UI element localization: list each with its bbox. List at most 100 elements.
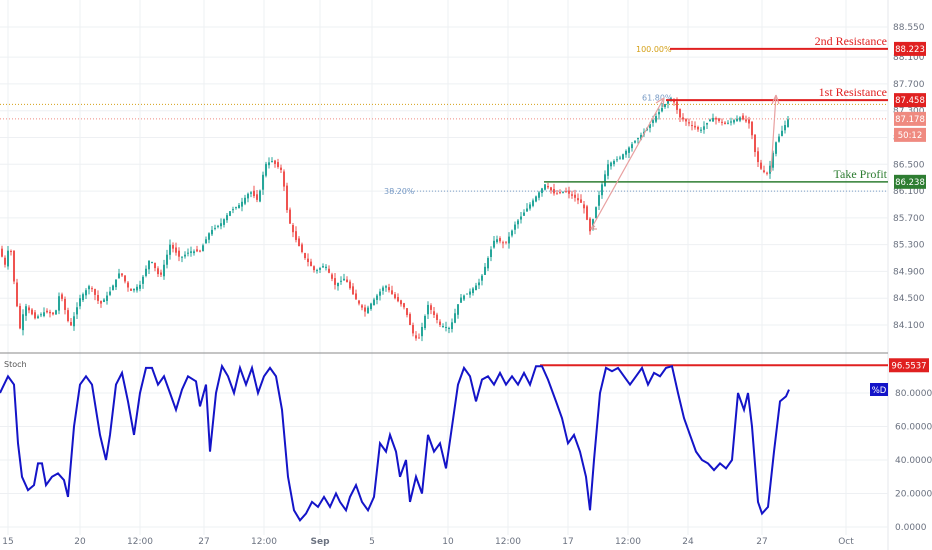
price-tag[interactable] (894, 111, 926, 126)
price-series (1, 96, 789, 342)
candle-body (232, 209, 234, 211)
candle-body (568, 190, 570, 194)
candle-body (154, 262, 156, 269)
take-profit-label: Take Profit (834, 167, 888, 181)
candle-body (724, 122, 726, 125)
candle-body (55, 310, 57, 315)
candle-body (742, 115, 744, 120)
candle-body (112, 285, 114, 291)
candle-body (442, 326, 444, 328)
candle-body (532, 200, 534, 206)
price-tick-label: 87.300 (893, 107, 925, 117)
candle-body (127, 282, 129, 288)
stoch-level-label: 96.5537 (891, 361, 926, 371)
candle-body (514, 224, 516, 230)
price-tag-label: 88.223 (895, 45, 925, 55)
price-tag-label: 50:12 (898, 131, 923, 141)
candle-body (109, 291, 111, 295)
candle-body (784, 125, 786, 131)
stoch-level-tag[interactable] (889, 358, 929, 373)
candle-body (43, 312, 45, 316)
candle-body (658, 112, 660, 115)
candle-body (586, 206, 588, 220)
candle-body (58, 296, 60, 311)
candle-body (445, 327, 447, 329)
candle-body (319, 268, 321, 270)
candle-body (277, 162, 279, 167)
time-tick-label: 12:00 (127, 537, 153, 547)
time-tick-label: 15 (2, 537, 13, 547)
candle-body (517, 220, 519, 225)
candle-body (349, 281, 351, 289)
candle-body (193, 251, 195, 254)
candle-body (547, 185, 549, 188)
candle-body (478, 282, 480, 286)
candle-body (571, 194, 573, 196)
stoch-legend-label: %D (872, 386, 887, 396)
price-tag[interactable] (894, 127, 926, 142)
price-tag[interactable] (894, 174, 926, 189)
candle-body (538, 192, 540, 198)
candle-body (76, 307, 78, 315)
candle-body (64, 298, 66, 310)
candle-body (583, 204, 585, 209)
candle-body (649, 124, 651, 129)
candle-body (178, 250, 180, 257)
candle-body (769, 165, 771, 174)
price-axis-panel (888, 0, 932, 550)
stoch-axis-ticks: 80.0000 60.0000 40.0000 20.0000 0.0000 (895, 389, 932, 533)
candle-body (511, 230, 513, 236)
candle-body (439, 321, 441, 325)
candle-body (313, 266, 315, 271)
candle-body (79, 298, 81, 307)
price-tag-label: 86.238 (895, 178, 925, 188)
candle-body (148, 260, 150, 270)
candle-body (403, 303, 405, 308)
price-tag[interactable] (894, 93, 926, 108)
candle-body (367, 307, 369, 314)
candle-body (682, 117, 684, 120)
candle-body (214, 227, 216, 229)
price-tick-label: 88.100 (893, 53, 925, 63)
candle-body (454, 313, 456, 323)
candle-body (124, 275, 126, 282)
candle-body (343, 278, 345, 281)
candle-body (304, 253, 306, 259)
candle-body (580, 199, 582, 203)
candle-body (550, 187, 552, 191)
candle-body (97, 295, 99, 301)
time-tick-label: 17 (562, 537, 573, 547)
stoch-legend-box (870, 383, 888, 396)
candle-body (535, 196, 537, 202)
candle-body (91, 288, 93, 290)
stoch-tick-label: 80.0000 (895, 389, 932, 399)
candle-body (406, 308, 408, 315)
candle-body (745, 119, 747, 122)
price-tag[interactable] (894, 41, 926, 56)
stoch-tick-label: 40.0000 (895, 456, 932, 466)
candle-body (262, 174, 264, 190)
candle-body (451, 322, 453, 330)
candle-body (265, 163, 267, 176)
stoch-title: Stoch (4, 360, 27, 369)
candle-body (52, 312, 54, 315)
candle-body (520, 216, 522, 220)
candle-body (280, 167, 282, 170)
price-tags[interactable]: 88.223 87.458 87.178 50:12 86.238 96.5537 (889, 41, 929, 373)
candle-body (721, 121, 723, 123)
price-tick-label: 84.100 (893, 321, 925, 331)
price-tick-label: 88.550 (893, 23, 925, 33)
candle-body (301, 244, 303, 253)
candle-body (637, 138, 639, 140)
candle-body (589, 218, 591, 232)
candle-body (766, 172, 768, 174)
candle-body (703, 126, 705, 130)
fib-618-label: 61.80% (642, 93, 673, 102)
candle-body (163, 264, 165, 277)
candle-body (256, 194, 258, 200)
candle-body (631, 144, 633, 149)
candle-body (463, 295, 465, 300)
candle-body (709, 119, 711, 122)
